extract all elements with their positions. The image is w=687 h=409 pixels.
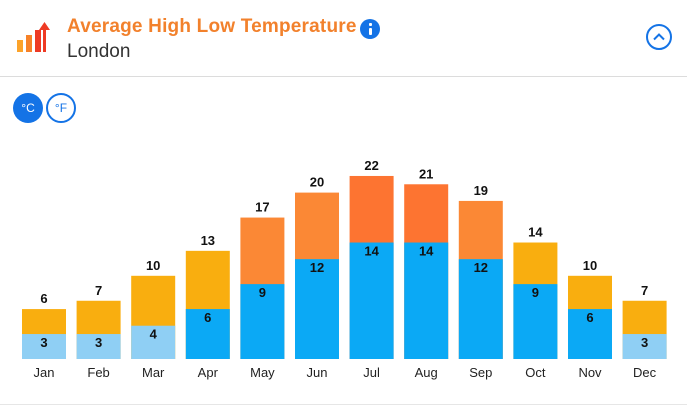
- chevron-up-icon: [653, 33, 665, 41]
- high-value-label: 7: [641, 283, 648, 298]
- divider: [0, 404, 687, 405]
- low-bar-may: [240, 284, 285, 359]
- low-value-label: 3: [95, 335, 102, 350]
- low-value-label: 14: [419, 244, 434, 259]
- location-name: London: [67, 41, 131, 62]
- low-bar-sep: [458, 259, 503, 359]
- x-tick-label: Nov: [578, 365, 602, 380]
- x-tick-label: Dec: [633, 365, 657, 380]
- x-tick-label: May: [250, 365, 275, 380]
- high-value-label: 10: [146, 258, 160, 273]
- x-tick-label: Jan: [34, 365, 55, 380]
- low-value-label: 4: [150, 327, 158, 342]
- x-tick-label: Jun: [307, 365, 328, 380]
- high-value-label: 6: [40, 291, 47, 306]
- info-icon[interactable]: [360, 19, 380, 39]
- celsius-toggle[interactable]: °C: [13, 93, 43, 123]
- x-tick-label: Sep: [469, 365, 492, 380]
- fahrenheit-toggle[interactable]: °F: [46, 93, 76, 123]
- low-bar-dec: [622, 334, 667, 359]
- low-value-label: 9: [259, 285, 266, 300]
- high-value-label: 7: [95, 283, 102, 298]
- x-tick-label: Apr: [198, 365, 219, 380]
- x-tick-label: Oct: [525, 365, 546, 380]
- low-value-label: 6: [586, 310, 593, 325]
- high-value-label: 21: [419, 166, 433, 181]
- low-bar-jan: [22, 334, 66, 359]
- x-tick-label: Aug: [415, 365, 438, 380]
- high-value-label: 19: [474, 183, 488, 198]
- low-bar-mar: [131, 325, 176, 359]
- low-value-label: 12: [310, 260, 324, 275]
- high-value-label: 14: [528, 225, 543, 240]
- x-tick-label: Jul: [363, 365, 380, 380]
- low-bar-jun: [295, 259, 339, 359]
- low-bar-oct: [513, 284, 558, 359]
- low-value-label: 12: [474, 260, 488, 275]
- x-tick-label: Mar: [142, 365, 165, 380]
- high-value-label: 20: [310, 175, 324, 190]
- low-bar-nov: [568, 309, 612, 359]
- low-value-label: 14: [364, 244, 379, 259]
- high-value-label: 17: [255, 200, 269, 215]
- low-value-label: 6: [204, 310, 211, 325]
- high-value-label: 10: [583, 258, 597, 273]
- low-bar-apr: [185, 309, 230, 359]
- collapse-button[interactable]: [646, 24, 672, 50]
- bar-chart-arrow-icon: [17, 22, 50, 52]
- high-value-label: 22: [364, 158, 378, 173]
- low-value-label: 9: [532, 285, 539, 300]
- card-header: Average High Low Temperature London: [0, 0, 687, 77]
- page-title: Average High Low Temperature: [67, 16, 357, 37]
- high-value-label: 13: [201, 233, 215, 248]
- temperature-bar-chart: 6 3 Jan 7 3 Feb 10 4 Mar 13 6 Apr 17 9 May 20 12 Jun 22 14 J…: [22, 158, 667, 380]
- low-bar-feb: [76, 334, 121, 359]
- low-bar-aug: [404, 242, 449, 359]
- x-tick-label: Feb: [87, 365, 109, 380]
- low-value-label: 3: [40, 335, 47, 350]
- low-bar-jul: [349, 242, 394, 359]
- low-value-label: 3: [641, 335, 648, 350]
